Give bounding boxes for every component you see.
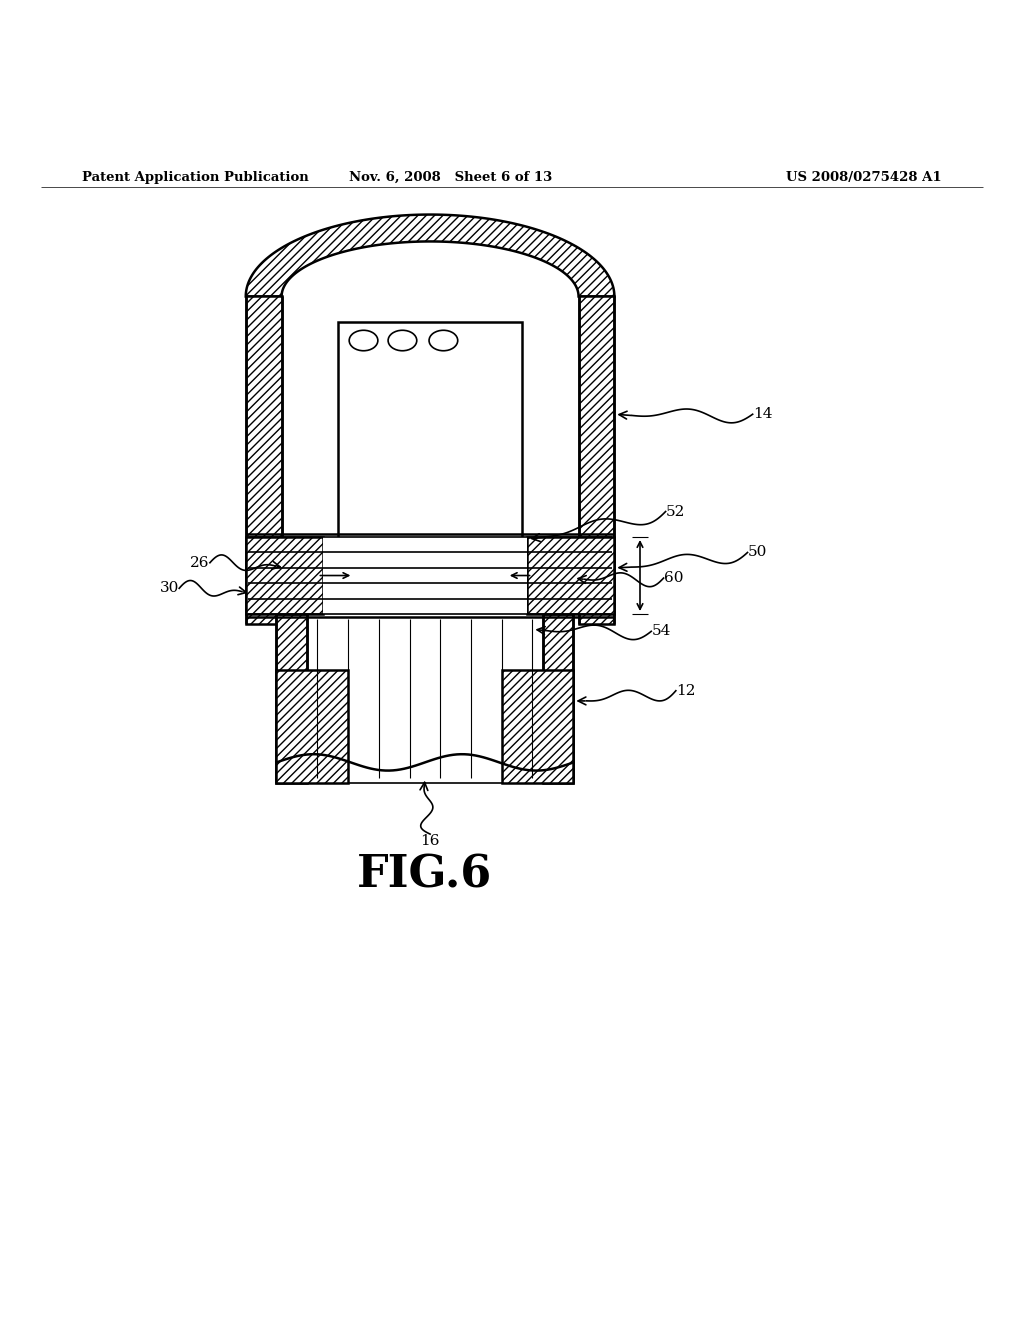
- Text: 16: 16: [420, 834, 440, 847]
- Text: 52: 52: [666, 504, 685, 519]
- Polygon shape: [543, 614, 573, 783]
- Polygon shape: [323, 537, 527, 614]
- Polygon shape: [246, 215, 614, 297]
- Text: 14: 14: [753, 408, 772, 421]
- Polygon shape: [338, 322, 522, 562]
- Polygon shape: [307, 614, 543, 783]
- Ellipse shape: [349, 330, 378, 351]
- Text: Patent Application Publication: Patent Application Publication: [82, 170, 308, 183]
- Polygon shape: [282, 297, 579, 624]
- Text: FIG.6: FIG.6: [357, 854, 493, 896]
- Text: 12: 12: [676, 684, 695, 698]
- Polygon shape: [502, 671, 573, 783]
- Polygon shape: [527, 537, 614, 614]
- Text: 60: 60: [664, 572, 683, 585]
- Polygon shape: [276, 671, 348, 783]
- Text: 50: 50: [748, 545, 767, 560]
- Text: 26: 26: [190, 556, 210, 570]
- Polygon shape: [276, 614, 307, 783]
- Text: Nov. 6, 2008   Sheet 6 of 13: Nov. 6, 2008 Sheet 6 of 13: [349, 170, 552, 183]
- Polygon shape: [579, 297, 614, 624]
- Text: 54: 54: [651, 624, 671, 639]
- Polygon shape: [246, 537, 323, 614]
- Text: US 2008/0275428 A1: US 2008/0275428 A1: [786, 170, 942, 183]
- Polygon shape: [246, 297, 282, 624]
- Ellipse shape: [429, 330, 458, 351]
- Text: 30: 30: [160, 581, 179, 595]
- Ellipse shape: [388, 330, 417, 351]
